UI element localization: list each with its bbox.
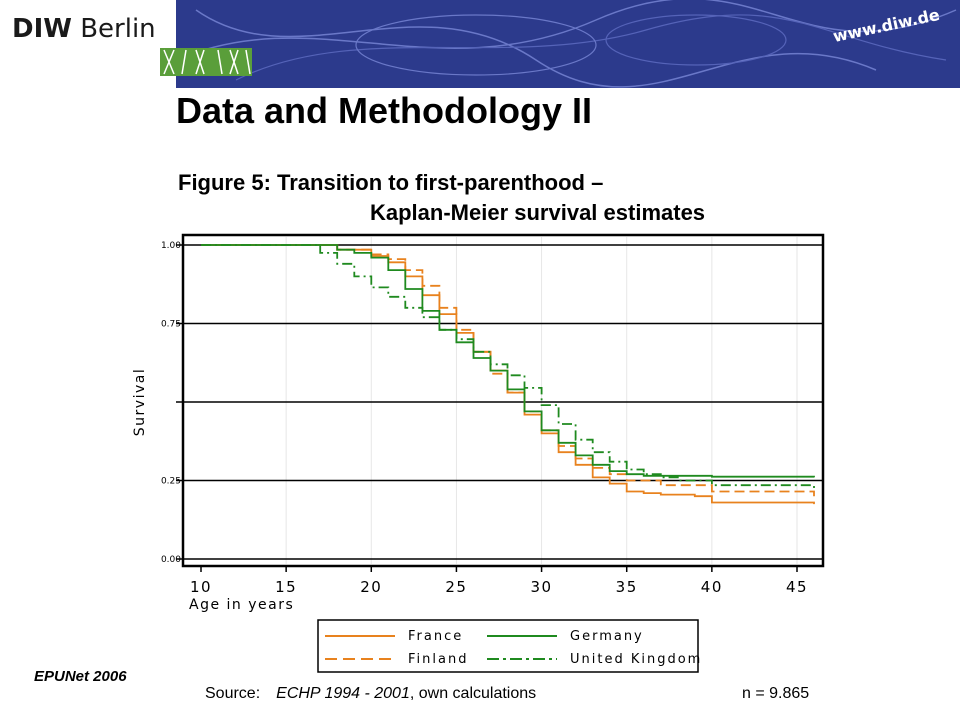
series-layer: [201, 244, 815, 505]
source-label: Source:: [205, 685, 261, 702]
legend-label-germany: Germany: [570, 629, 644, 644]
footer-source: Source: ECHP 1994 - 2001, own calculation…: [205, 685, 536, 703]
green-strip-graphic: [160, 48, 252, 76]
legend-label-uk: United Kingdom: [570, 652, 702, 667]
series-line-germany: [201, 244, 815, 478]
y-tick-labels: 1.00 0.75 0.25 0.00: [161, 241, 183, 565]
x-tick-label: 15: [275, 578, 297, 596]
source-rest: , own calculations: [409, 685, 537, 702]
series-line-united-kingdom: [201, 244, 815, 490]
x-tick-label: 25: [445, 578, 467, 596]
y-tick-label: 0.25: [161, 477, 181, 487]
x-tick-label: 35: [616, 578, 638, 596]
x-axis-label: Age in years: [189, 597, 294, 613]
x-tick-labels: 10 15 20 25 30 35 40 45: [190, 566, 808, 596]
source-dataset: ECHP 1994 - 2001: [276, 685, 410, 702]
legend-label-france: France: [408, 629, 463, 644]
y-tick-label: 1.00: [161, 241, 181, 251]
x-tick-label: 20: [360, 578, 382, 596]
legend-label-finland: Finland: [408, 652, 468, 667]
figure-title-line2: Kaplan-Meier survival estimates: [370, 200, 706, 225]
header-banner: www.diw.de: [176, 0, 960, 88]
slide-title: Data and Methodology II: [176, 90, 593, 131]
logo-rest-text: Berlin: [80, 14, 156, 44]
logo-bold-text: DIW: [12, 14, 72, 44]
y-tick-label: 0.00: [161, 555, 181, 565]
banner-swirl-graphic: [176, 0, 957, 88]
figure-title-line1: Figure 5: Transition to first-parenthood…: [178, 170, 604, 195]
y-axis-label: Survival: [132, 368, 148, 436]
sample-size: n = 9.865: [742, 685, 810, 702]
footer-conference: EPUNet 2006: [34, 668, 127, 685]
grid-layer: [183, 237, 823, 564]
x-tick-label: 30: [531, 578, 553, 596]
plot-frame: [181, 233, 825, 568]
y-tick-label: 0.75: [161, 320, 181, 330]
x-tick-label: 45: [786, 578, 808, 596]
x-tick-label: 40: [701, 578, 723, 596]
legend-box: [317, 619, 699, 673]
x-tick-label: 10: [190, 578, 212, 596]
diw-logo: DIW Berlin: [12, 14, 156, 44]
legend: France Germany Finland United Kingdom: [317, 619, 702, 673]
